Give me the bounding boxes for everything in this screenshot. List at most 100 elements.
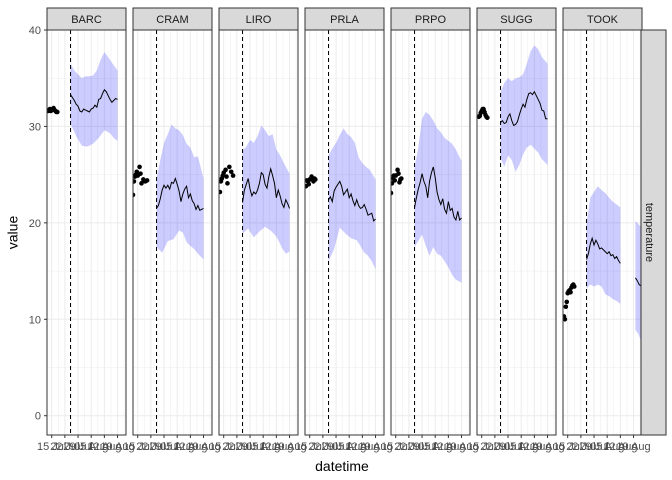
panel-plot-area (563, 30, 642, 435)
grid-lines (563, 30, 642, 435)
forecast-ribbon (635, 220, 642, 343)
x-tick-label: 05 Aug (504, 441, 538, 453)
x-tick-label: 29 Jul (235, 441, 264, 453)
x-tick-label: 22 Jul (50, 441, 79, 453)
observed-point (230, 173, 236, 178)
panel-plot-area (305, 30, 384, 435)
observed-point (395, 167, 400, 173)
forecast-ribbon (156, 124, 204, 260)
panel-plot-area (477, 30, 556, 435)
x-tick-label: 29 Jul (149, 441, 178, 453)
y-tick-group: 0 10 20 30 40 (29, 25, 47, 423)
x-tick-label: 29 Jul (321, 441, 350, 453)
grid-lines (391, 30, 470, 435)
y-tick-label: 0 (35, 411, 41, 423)
forecast-line (70, 88, 118, 113)
panel-plot-area (47, 30, 126, 435)
observed-point (134, 169, 140, 175)
observed-point (563, 316, 568, 322)
grid-lines (305, 30, 384, 435)
observed-point (399, 176, 404, 181)
grid-lines (477, 30, 556, 435)
x-tick-label: 22 Jul (394, 441, 423, 453)
observed-point (306, 181, 312, 187)
facet-strip-label: TOOK (587, 14, 619, 26)
panel-border (390, 29, 471, 436)
x-tick-label: 19 Aug (444, 441, 478, 453)
x-tick-label: 29 Jul (63, 441, 92, 453)
x-tick-label: 22 Jul (480, 441, 509, 453)
facet-strip-label: BARC (71, 14, 102, 26)
right-strip: temperature (640, 29, 667, 436)
observed-point (133, 192, 136, 198)
forecast-ribbon (586, 186, 621, 304)
panel-border (304, 29, 385, 436)
observed-point (138, 171, 143, 176)
forecast-line (242, 166, 291, 209)
forecast-line (156, 177, 204, 212)
observed-point (137, 164, 142, 170)
panel-plot-area (133, 30, 212, 435)
forecast-line (414, 166, 462, 222)
x-tick-label: 22 Jul (566, 441, 595, 453)
forecast-ribbon (70, 52, 118, 147)
x-tick-label: 19 Aug (616, 441, 650, 453)
x-tick-label: 22 Jul (308, 441, 337, 453)
observed-point (133, 179, 137, 184)
grid-lines (219, 30, 298, 435)
x-tick-label: 19 Aug (272, 441, 306, 453)
observed-point (563, 304, 569, 310)
panel-plot-area (391, 30, 470, 435)
x-tick-label: 12 Aug (603, 441, 637, 453)
y-axis: 0 10 20 30 40 (29, 25, 47, 423)
x-tick-label: 05 Aug (74, 441, 108, 453)
facet-strip-label: PRPO (415, 14, 447, 26)
forecast-ribbon (242, 125, 290, 254)
x-tick-label: 15 Jul (37, 441, 66, 453)
x-tick-label: 05 Aug (418, 441, 452, 453)
observed-point (227, 164, 232, 170)
forecast-ribbon (500, 45, 548, 172)
x-tick-label: 05 Aug (246, 441, 280, 453)
y-axis-title: value (5, 216, 21, 250)
observed-point (568, 289, 573, 295)
x-tick-label: 22 Jul (136, 441, 165, 453)
grid-lines (133, 30, 212, 435)
x-tick-label: 19 Aug (100, 441, 134, 453)
x-tick-label: 12 Aug (431, 441, 465, 453)
x-tick-label: 22 Jul (222, 441, 251, 453)
x-tick-label: 05 Aug (160, 441, 194, 453)
x-tick-label: 05 Aug (590, 441, 624, 453)
panel-border (218, 29, 299, 436)
panel-plot-area (219, 30, 298, 435)
x-tick-label: 12 Aug (87, 441, 121, 453)
facet-strip-label: LIRO (246, 14, 272, 26)
x-tick-label: 05 Aug (332, 441, 366, 453)
x-tick-label: 15 Jul (209, 441, 238, 453)
x-tick-label: 19 Aug (530, 441, 564, 453)
observed-point (564, 299, 570, 305)
observed-point (396, 171, 401, 176)
observed-point (571, 284, 577, 289)
x-tick-label: 12 Aug (259, 441, 293, 453)
x-tick-label: 12 Aug (517, 441, 551, 453)
observed-point (139, 181, 144, 186)
panel-border (132, 29, 213, 436)
observed-point (224, 174, 229, 179)
x-tick-label: 29 Jul (493, 441, 522, 453)
observed-point (392, 178, 398, 183)
right-strip-background (640, 29, 667, 436)
y-tick-label: 10 (29, 314, 41, 326)
panel-border (476, 29, 557, 436)
observed-point (55, 109, 60, 115)
observed-point (144, 178, 150, 183)
x-tick-label: 19 Aug (358, 441, 392, 453)
right-strip-label: temperature (643, 203, 655, 262)
panel-border (46, 29, 127, 436)
x-tick-label: 12 Aug (345, 441, 379, 453)
